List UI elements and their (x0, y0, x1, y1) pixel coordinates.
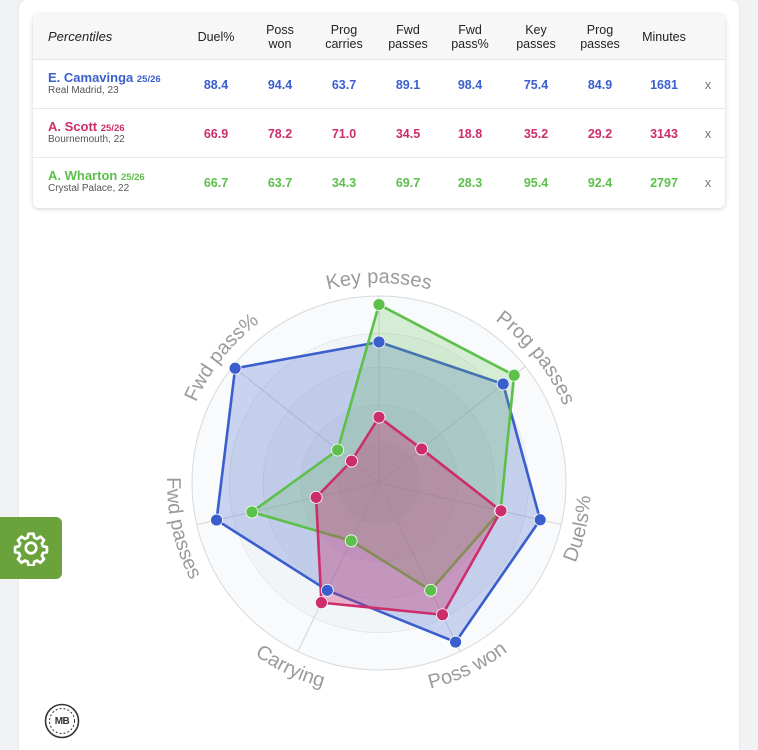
header-prog-carries: Prog carries (325, 23, 363, 51)
player-team: Real Madrid, 23 (48, 85, 119, 96)
table-cell: 98.4 (457, 77, 483, 92)
data-point (320, 583, 334, 597)
remove-player-button[interactable]: x (704, 126, 712, 141)
player-team: Crystal Palace, 22 (48, 183, 130, 194)
player-season: 25/26 (136, 74, 161, 85)
gear-icon (13, 532, 49, 566)
table-cell: 66.7 (203, 175, 229, 190)
header-duel: Duel% (197, 30, 235, 44)
player-team: Bournemouth, 22 (48, 134, 125, 145)
data-point (245, 505, 259, 519)
data-point (372, 298, 386, 312)
data-point (309, 490, 323, 504)
data-point (494, 504, 508, 518)
header-fwd-passes: Fwd passes (388, 23, 428, 51)
table-header: Percentiles Duel% Poss won Prog carries Fwd pa… (33, 14, 725, 60)
series-area-e-camavinga (215, 340, 542, 644)
data-point (314, 596, 328, 610)
table-row: E. Camavinga 25/26 Real Madrid, 23 88.4 94.… (33, 60, 725, 109)
player-name[interactable]: E. Camavinga 25/26 (48, 70, 161, 85)
table-cell: 34.5 (395, 126, 421, 141)
radar-spoke (378, 482, 562, 526)
table-cell: 69.7 (395, 175, 421, 190)
axis-label: Key passes (324, 266, 434, 295)
table-cell: 18.8 (457, 126, 483, 141)
remove-player-button[interactable]: x (704, 77, 712, 92)
player-season: 25/26 (100, 123, 125, 134)
player-name[interactable]: A. Wharton 25/26 (48, 168, 145, 183)
remove-player-button[interactable]: x (704, 175, 712, 190)
header-percentiles: Percentiles (48, 29, 113, 44)
table-cell: 63.7 (267, 175, 293, 190)
table-cell: 84.9 (587, 77, 613, 92)
table-cell: 34.3 (331, 175, 357, 190)
table-cell: 63.7 (331, 77, 357, 92)
table-row: A. Scott 25/26 Bournemouth, 22 66.9 78.2 71.… (33, 109, 725, 158)
settings-button[interactable] (0, 517, 62, 579)
player-name[interactable]: A. Scott 25/26 (48, 119, 125, 134)
data-point (496, 377, 510, 391)
table-cell: 29.2 (587, 126, 613, 141)
table-cell: 66.9 (203, 126, 229, 141)
table-cell: 75.4 (523, 77, 549, 92)
table-row: A. Wharton 25/26 Crystal Palace, 22 66.7 63… (33, 158, 725, 207)
player-season: 25/26 (120, 172, 145, 183)
data-point (424, 583, 438, 597)
header-poss-won: Poss won (266, 23, 294, 51)
data-point (345, 454, 358, 468)
table-cell: 89.1 (395, 77, 421, 92)
table-cell: 88.4 (203, 77, 229, 92)
table-cell: 94.4 (267, 77, 293, 92)
table-cell: 35.2 (523, 126, 549, 141)
header-minutes: Minutes (642, 30, 686, 44)
series-area-a-scott (314, 415, 503, 617)
table-cell: 28.3 (457, 175, 483, 190)
table-cell: 3143 (650, 126, 678, 141)
data-point (507, 368, 521, 382)
radar-spoke (378, 482, 461, 652)
data-point (372, 335, 386, 349)
data-point (372, 410, 386, 424)
header-key-passes: Key passes (516, 23, 556, 51)
table-cell: 95.4 (523, 175, 549, 190)
data-point (210, 513, 223, 527)
header-prog-passes: Prog passes (580, 23, 620, 51)
data-point (533, 513, 547, 527)
radar-spoke (196, 482, 380, 526)
table-cell: 78.2 (267, 126, 293, 141)
table-cell: 1681 (650, 77, 678, 92)
data-point (436, 608, 449, 622)
radar-spoke (297, 482, 380, 652)
table-cell: 92.4 (587, 175, 613, 190)
mb-logo: MB (44, 703, 80, 739)
table-cell: 71.0 (331, 126, 357, 141)
data-point (331, 443, 345, 457)
table-cell: 2797 (650, 175, 678, 190)
data-point (228, 361, 242, 375)
data-point (449, 635, 462, 649)
percentiles-table: Percentiles Duel% Poss won Prog carries Fwd pa… (33, 14, 725, 208)
data-point (415, 442, 429, 456)
header-fwd-pass: Fwd pass% (451, 23, 489, 51)
data-point (344, 534, 358, 548)
